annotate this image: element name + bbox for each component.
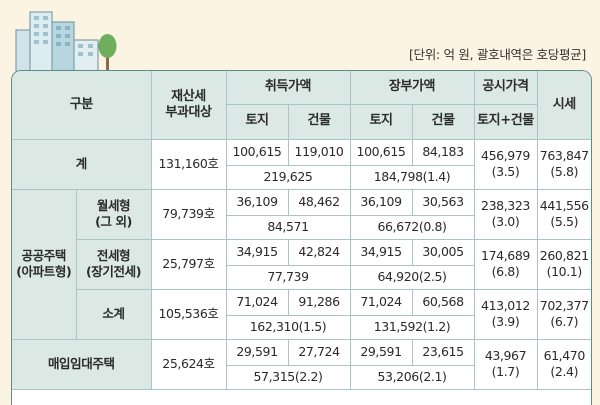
monthly-book-sum: 66,672(0.8)	[349, 214, 474, 240]
subtotal-acq-land: 71,024	[225, 288, 289, 316]
header-acq-building: 건물	[287, 103, 351, 140]
property-value-table: 구분 재산세 부과대상 취득가액 장부가액 공시가격 시세 토지 건물 토지 건…	[12, 71, 591, 390]
subtotal-book-sum: 131,592(1.2)	[349, 314, 474, 340]
subtotal-acq-sum: 162,310(1.5)	[226, 314, 351, 340]
monthly-tax: 79,739호	[150, 188, 227, 240]
monthly-acq-building: 48,462	[287, 188, 351, 216]
jeonse-book-building: 30,005	[411, 238, 475, 266]
row-group-public-housing: 공공주택 (아파트형)	[12, 188, 77, 340]
jeonse-book-sum: 64,920(2.5)	[349, 264, 474, 290]
jeonse-official: 174,689 (6.8)	[473, 238, 538, 290]
purchase-book-building: 23,615	[411, 338, 475, 366]
purchase-tax: 25,624호	[150, 338, 227, 390]
purchase-acq-building: 27,724	[287, 338, 351, 366]
subtotal-official: 413,012 (3.9)	[473, 288, 538, 340]
total-market: 763,847 (5.8)	[536, 138, 591, 190]
header-acq-land: 토지	[226, 103, 289, 140]
total-official: 456,979 (3.5)	[473, 138, 538, 190]
monthly-acq-land: 36,109	[225, 188, 289, 216]
jeonse-acq-land: 34,915	[225, 238, 289, 266]
row-label-subtotal: 소계	[76, 288, 152, 340]
row-label-purchase-rental: 매입임대주택	[12, 338, 152, 390]
row-label-monthly: 월세형 (그 외)	[75, 188, 152, 240]
jeonse-market: 260,821 (10.1)	[536, 238, 591, 290]
total-acq-sum: 219,625	[226, 164, 351, 190]
total-acq-land: 100,615	[225, 138, 289, 166]
monthly-book-building: 30,563	[411, 188, 475, 216]
header-book-land: 토지	[349, 103, 413, 140]
header-market: 시세	[536, 71, 591, 140]
data-table-container: 구분 재산세 부과대상 취득가액 장부가액 공시가격 시세 토지 건물 토지 건…	[11, 70, 592, 405]
total-tax: 131,160호	[150, 138, 227, 190]
total-book-land: 100,615	[349, 138, 413, 166]
purchase-book-sum: 53,206(2.1)	[349, 364, 474, 390]
header-category: 구분	[12, 71, 152, 140]
purchase-official: 43,967 (1.7)	[473, 338, 538, 390]
monthly-book-land: 36,109	[349, 188, 413, 216]
header-official-sub: 토지+건물	[473, 103, 537, 140]
header-acquisition: 취득가액	[225, 71, 351, 105]
subtotal-book-building: 60,568	[411, 288, 475, 316]
header-book-building: 건물	[411, 103, 475, 140]
subtotal-tax: 105,536호	[150, 288, 227, 340]
monthly-official: 238,323 (3.0)	[473, 188, 538, 240]
purchase-book-land: 29,591	[349, 338, 413, 366]
monthly-acq-sum: 84,571	[226, 214, 351, 240]
purchase-market: 61,470 (2.4)	[536, 338, 591, 390]
subtotal-market: 702,377 (6.7)	[536, 288, 591, 340]
total-book-building: 84,183	[411, 138, 475, 166]
header-official: 공시가격	[473, 71, 538, 105]
city-buildings-illustration	[15, 11, 117, 75]
purchase-acq-land: 29,591	[225, 338, 289, 366]
subtotal-book-land: 71,024	[349, 288, 413, 316]
unit-note: [단위: 억 원, 괄호내역은 호당평균]	[408, 47, 586, 62]
total-acq-building: 119,010	[287, 138, 351, 166]
jeonse-tax: 25,797호	[150, 238, 227, 290]
header-book: 장부가액	[349, 71, 475, 105]
monthly-market: 441,556 (5.5)	[536, 188, 591, 240]
total-book-sum: 184,798(1.4)	[349, 164, 474, 190]
jeonse-acq-sum: 77,739	[226, 264, 351, 290]
jeonse-book-land: 34,915	[349, 238, 413, 266]
purchase-acq-sum: 57,315(2.2)	[226, 364, 351, 390]
header-tax-target: 재산세 부과대상	[150, 71, 227, 140]
row-label-jeonse: 전세형 (장기전세)	[76, 238, 152, 290]
row-label-total: 계	[12, 138, 152, 190]
jeonse-acq-building: 42,824	[287, 238, 351, 266]
subtotal-acq-building: 91,286	[287, 288, 351, 316]
